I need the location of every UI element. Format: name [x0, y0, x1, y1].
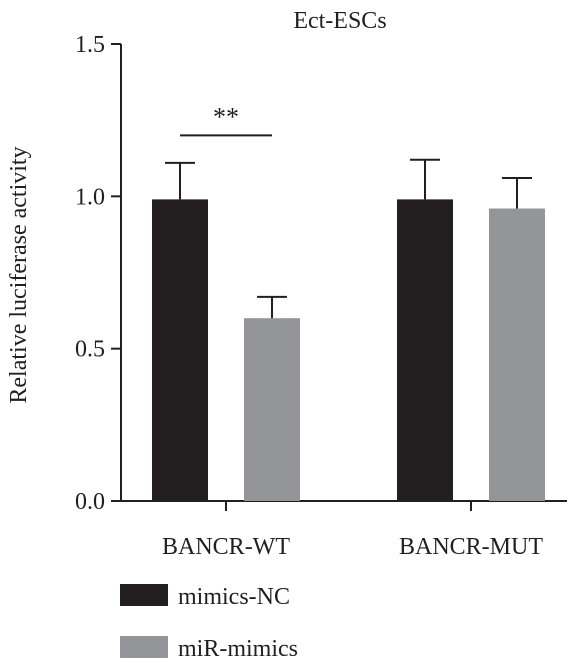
chart-title: Ect-ESCs: [293, 8, 386, 34]
bar: [489, 208, 545, 501]
y-tick-label: 1.5: [75, 32, 105, 58]
y-tick-label: 0.0: [75, 489, 105, 515]
y-tick-label: 0.5: [75, 337, 105, 363]
y-axis-label: Relative luciferase activity: [6, 146, 32, 403]
y-tick-label: 1.0: [75, 184, 105, 210]
bar: [244, 318, 300, 501]
x-tick-label: BANCR-MUT: [399, 534, 543, 560]
legend-swatch: [120, 636, 168, 658]
legend-label: mimics-NC: [178, 584, 290, 610]
legend-swatch: [120, 584, 168, 606]
bar: [152, 199, 208, 501]
x-tick-label: BANCR-WT: [162, 534, 290, 560]
bar: [397, 199, 453, 501]
legend-label: miR-mimics: [178, 636, 298, 662]
significance-marker: **: [213, 102, 239, 131]
